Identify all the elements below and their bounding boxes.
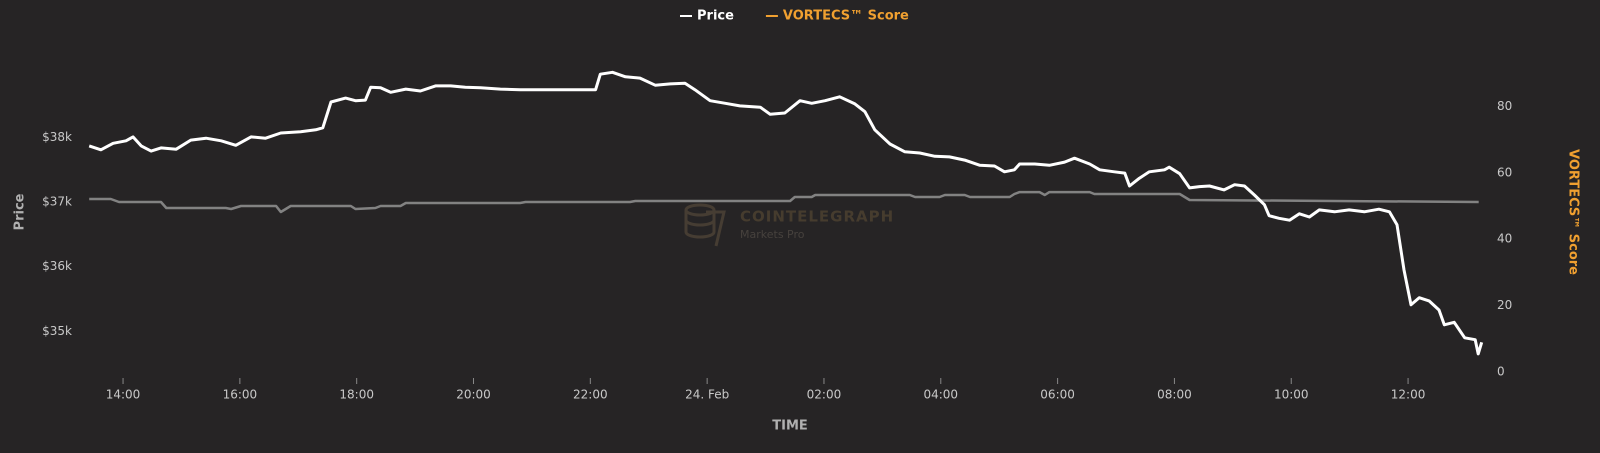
watermark-title: COINTELEGRAPH xyxy=(740,208,894,226)
y-tick-label: $37k xyxy=(42,195,72,209)
x-tick-label: 22:00 xyxy=(573,388,608,402)
y2-tick-label: 20 xyxy=(1497,298,1512,312)
y-axis-title: Price xyxy=(13,193,28,230)
series-line xyxy=(89,190,1479,214)
y2-tick-label: 60 xyxy=(1497,165,1512,179)
x-tick-label: 08:00 xyxy=(1157,388,1192,402)
x-axis-title: TIME xyxy=(772,419,808,434)
x-tick-label: 06:00 xyxy=(1040,388,1075,402)
x-tick-label: 02:00 xyxy=(807,388,842,402)
x-tick-label: 14:00 xyxy=(106,388,141,402)
legend: Price VORTECS™ Score xyxy=(680,9,909,24)
y-tick-label: $36k xyxy=(42,259,72,273)
watermark-subtitle: Markets Pro xyxy=(740,228,805,241)
x-tick-label: 24. Feb xyxy=(685,388,729,402)
legend-label[interactable]: VORTECS™ Score xyxy=(783,9,909,24)
x-tick-label: 04:00 xyxy=(923,388,958,402)
y2-tick-label: 0 xyxy=(1497,365,1505,379)
x-tick-label: 16:00 xyxy=(223,388,258,402)
x-tick-label: 18:00 xyxy=(339,388,374,402)
x-tick-label: 10:00 xyxy=(1274,388,1309,402)
y-tick-label: $38k xyxy=(42,130,72,144)
y-tick-label: $35k xyxy=(42,324,72,338)
y2-axis-title: VORTECS™ Score xyxy=(1566,149,1581,275)
y2-tick-label: 40 xyxy=(1497,232,1512,246)
y2-tick-label: 80 xyxy=(1497,99,1512,113)
legend-label[interactable]: Price xyxy=(697,9,734,24)
x-tick-label: 12:00 xyxy=(1391,388,1426,402)
x-tick-label: 20:00 xyxy=(456,388,491,402)
watermark-icon xyxy=(684,203,726,247)
watermark: COINTELEGRAPH Markets Pro xyxy=(684,203,894,247)
series-line xyxy=(88,70,1484,356)
